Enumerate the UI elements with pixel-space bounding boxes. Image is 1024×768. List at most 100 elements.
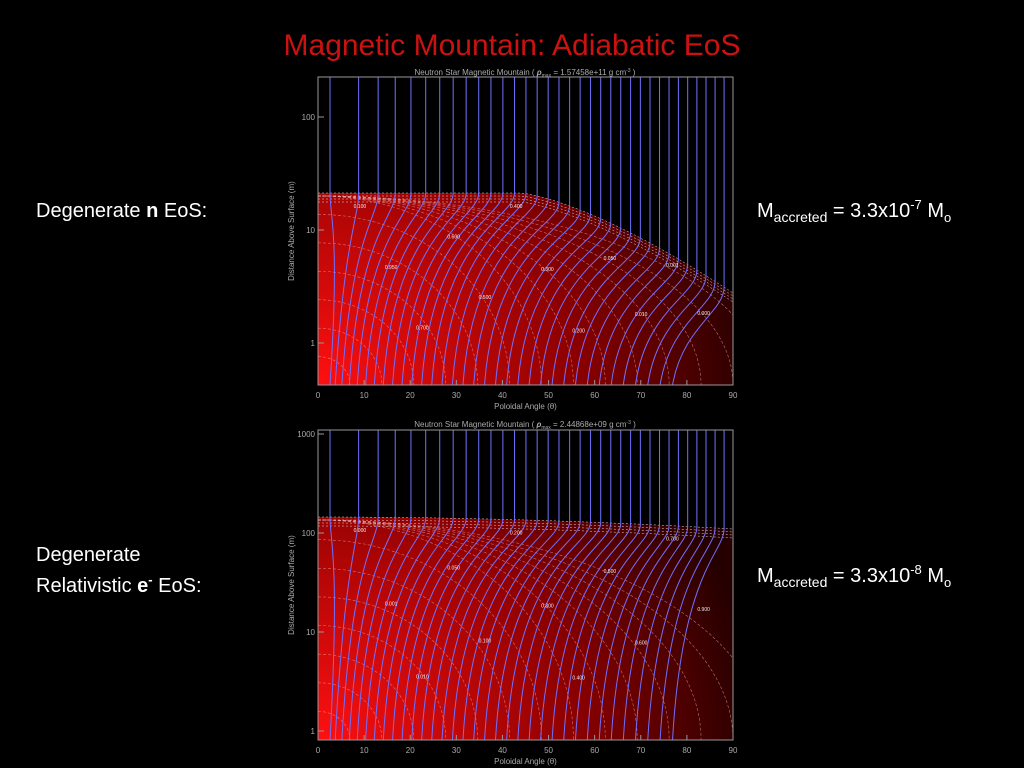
density-contour — [318, 327, 383, 385]
text: EoS: — [153, 575, 202, 597]
text: n — [146, 200, 158, 222]
field-line — [610, 430, 679, 740]
density-contour — [318, 682, 383, 740]
x-tick-label: 10 — [360, 391, 369, 400]
field-line — [598, 77, 670, 385]
field-line — [334, 430, 360, 740]
text: M — [922, 200, 944, 222]
field-line — [517, 77, 602, 385]
text: = 2.44868e+09 g cm — [551, 420, 627, 429]
density-contour — [318, 596, 478, 740]
field-line — [528, 77, 612, 385]
text: ) — [631, 420, 636, 429]
text: -7 — [910, 197, 922, 212]
density-contour — [318, 192, 733, 294]
contour-label: 0.600 — [635, 641, 648, 647]
x-tick-label: 30 — [452, 746, 461, 755]
field-line — [441, 430, 527, 740]
contour-label: 0.200 — [510, 531, 523, 537]
density-contour — [318, 195, 733, 385]
field-line — [528, 430, 612, 740]
field-line — [494, 77, 581, 385]
field-line — [392, 77, 467, 385]
x-tick-label: 80 — [682, 746, 691, 755]
text: Neutron Star Magnetic Mountain ( — [414, 420, 536, 429]
field-line — [411, 430, 492, 740]
contour-label: 0.400 — [510, 204, 523, 210]
field-line — [622, 77, 689, 385]
x-tick-label: 0 — [316, 746, 321, 755]
field-line — [365, 430, 427, 740]
field-line — [551, 430, 632, 740]
x-tick-label: 90 — [729, 746, 738, 755]
y-axis-label: Distance Above Surface (m) — [287, 181, 296, 281]
y-tick-label: 100 — [302, 113, 316, 122]
density-contour — [318, 519, 670, 740]
contour-label: 0.001 — [666, 263, 679, 269]
density-contour — [318, 519, 733, 740]
density-contour — [318, 519, 638, 740]
y-tick-label: 10 — [306, 226, 315, 235]
field-line — [382, 77, 454, 385]
field-line — [451, 77, 538, 385]
field-line — [540, 77, 622, 385]
field-line — [574, 77, 651, 385]
y-tick-label: 1 — [311, 339, 316, 348]
x-tick-label: 50 — [544, 391, 553, 400]
contour-label: 0.300 — [541, 267, 554, 273]
eos-label: Degenerate n EoS: — [36, 200, 207, 222]
x-tick-label: 70 — [636, 746, 645, 755]
density-contour — [318, 214, 510, 385]
x-tick-label: 40 — [498, 746, 507, 755]
field-line — [647, 430, 707, 740]
field-line — [473, 77, 560, 385]
field-line — [659, 430, 716, 740]
mass-label: Maccreted = 3.3x10-7 Mo — [757, 197, 951, 225]
field-line — [373, 430, 441, 740]
eos-label: Degenerate — [36, 544, 141, 566]
field-line — [622, 430, 689, 740]
density-contour — [318, 519, 733, 533]
density-contour — [318, 198, 733, 300]
plot-area — [318, 77, 733, 385]
field-line — [348, 430, 396, 740]
x-tick-label: 80 — [682, 391, 691, 400]
field-line — [431, 430, 516, 740]
field-line — [329, 430, 335, 740]
density-contour — [318, 195, 574, 385]
eos-label: Relativistic e- EoS: — [36, 572, 202, 597]
text: Relativistic — [36, 575, 137, 597]
field-line — [373, 77, 441, 385]
density-contour — [318, 519, 574, 740]
density-contour — [318, 195, 702, 385]
contour-label: 0.950 — [385, 265, 398, 271]
field-line — [586, 430, 661, 740]
text: = 3.3x10 — [827, 200, 910, 222]
plot-title: Neutron Star Magnetic Mountain ( ρmax = … — [414, 420, 636, 431]
plot-frame — [317, 429, 734, 741]
field-line — [421, 77, 504, 385]
text: -3 — [626, 420, 631, 426]
field-line — [401, 430, 480, 740]
plot-title: Neutron Star Magnetic Mountain ( ρmax = … — [415, 68, 636, 79]
density-contour — [318, 195, 670, 385]
field-line — [462, 77, 549, 385]
text: Degenerate — [36, 200, 146, 222]
field-line — [401, 77, 480, 385]
mass-label: Maccreted = 3.3x10-8 Mo — [757, 562, 951, 590]
contour-label: 0.010 — [635, 312, 648, 318]
contour-label: 0.010 — [416, 675, 429, 681]
field-line — [494, 430, 581, 740]
field-line — [634, 77, 698, 385]
text: Neutron Star Magnetic Mountain ( — [415, 68, 537, 77]
text: o — [944, 575, 951, 590]
field-line — [647, 77, 707, 385]
field-line — [334, 77, 360, 385]
x-tick-label: 90 — [729, 391, 738, 400]
text: = 3.3x10 — [827, 565, 910, 587]
text: max — [542, 73, 552, 79]
contour-label: 0.000 — [697, 311, 710, 317]
text: = 1.57458e+11 g cm — [551, 68, 626, 77]
field-line — [672, 430, 725, 740]
text: ) — [631, 68, 636, 77]
